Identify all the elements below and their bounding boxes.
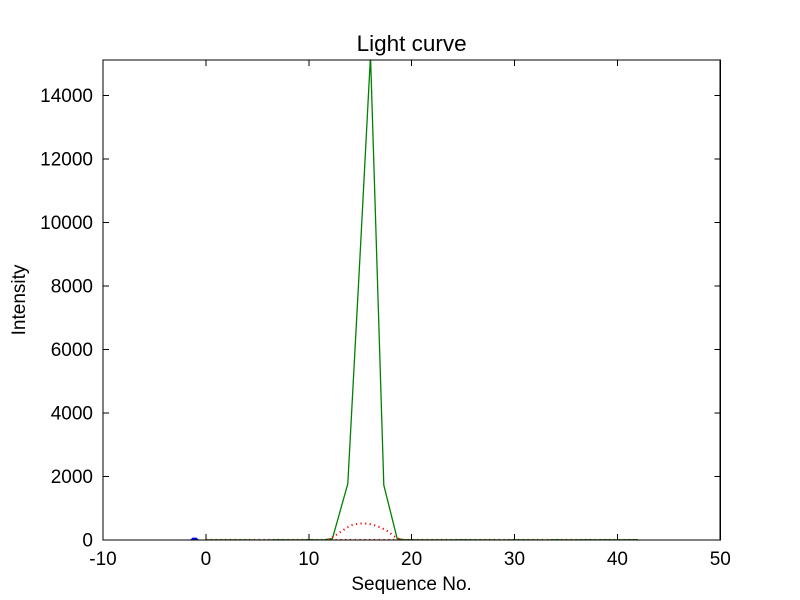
svg-text:10: 10 [298, 549, 319, 570]
svg-text:14000: 14000 [40, 86, 93, 107]
svg-text:20: 20 [401, 549, 422, 570]
svg-text:Intensity: Intensity [9, 264, 30, 335]
svg-text:6000: 6000 [51, 340, 93, 361]
svg-text:-10: -10 [89, 549, 116, 570]
svg-text:0: 0 [201, 549, 212, 570]
svg-text:4000: 4000 [51, 404, 93, 425]
svg-text:30: 30 [504, 549, 525, 570]
svg-text:8000: 8000 [51, 277, 93, 298]
svg-text:Light curve: Light curve [357, 31, 467, 56]
svg-text:12000: 12000 [40, 150, 93, 171]
svg-text:10000: 10000 [40, 213, 93, 234]
svg-text:Sequence No.: Sequence No. [351, 574, 471, 595]
svg-text:2000: 2000 [51, 467, 93, 488]
svg-text:40: 40 [607, 549, 628, 570]
svg-text:0: 0 [82, 531, 93, 552]
svg-text:50: 50 [710, 549, 731, 570]
